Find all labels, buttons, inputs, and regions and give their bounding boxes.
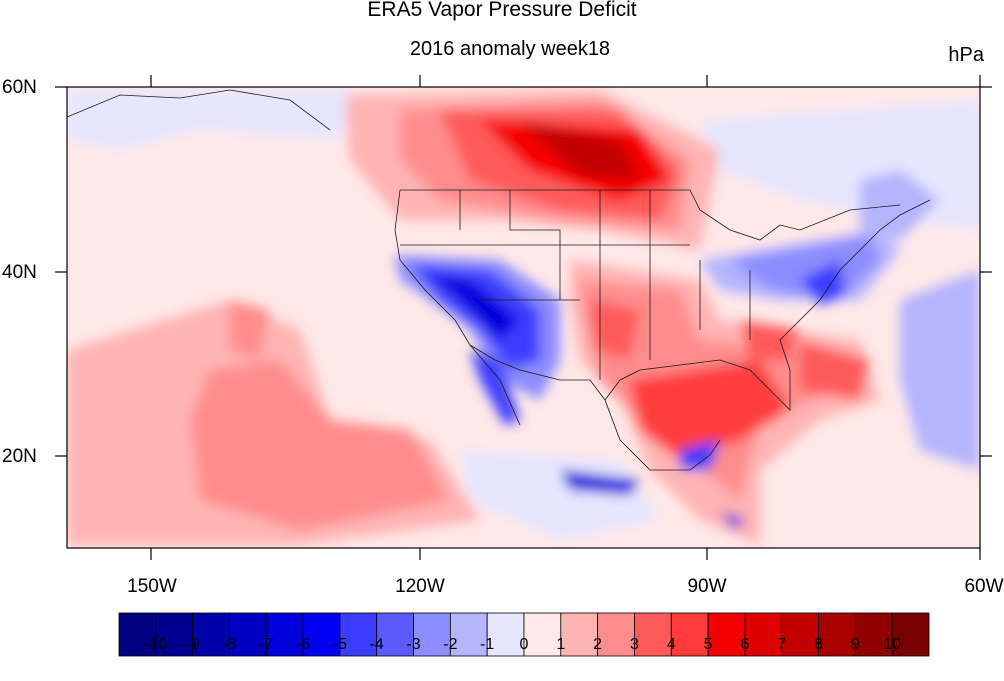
colorbar-tick-label: -10 [144, 636, 168, 653]
colorbar-swatch [818, 612, 856, 657]
colorbar-tick-label: -9 [185, 636, 200, 653]
colorbar-swatch [339, 612, 378, 657]
colorbar-tick-label: -1 [480, 636, 495, 653]
lat-label-40n: 40N [2, 262, 37, 283]
colorbar-swatch [891, 612, 930, 657]
colorbar-tick-label: 5 [703, 636, 713, 653]
colorbar-swatch [523, 612, 562, 657]
colorbar-swatch [634, 612, 672, 657]
colorbar-tick-label: -5 [332, 636, 348, 653]
coastlines [67, 89, 931, 471]
colorbar-swatch [302, 612, 341, 657]
colorbar-swatch [265, 612, 304, 657]
colorbar-swatch [229, 612, 267, 657]
map-title: ERA5 Vapor Pressure Deficit [367, 0, 637, 21]
lon-label-60w: 60W [964, 576, 1004, 597]
colorbar-tick-label: 9 [850, 636, 860, 653]
colorbar-tick-label: -4 [369, 636, 384, 653]
colorbar-swatch [413, 612, 451, 657]
colorbar-tick-label: 8 [814, 636, 823, 653]
colorbar-swatch [449, 612, 488, 657]
colorbar-tick-label: 1 [556, 636, 566, 653]
colorbar-swatch [744, 612, 783, 657]
colorbar-tick-label: -7 [259, 636, 274, 653]
colorbar-tick-label: 3 [630, 636, 639, 653]
colorbar-tick-label: 6 [740, 636, 750, 653]
colorbar-swatch [707, 612, 746, 657]
anomaly-field [67, 87, 980, 548]
axis-ticks [55, 75, 992, 560]
colorbar-swatch [854, 612, 893, 657]
colorbar-swatch [781, 612, 819, 657]
units-label: hPa [948, 44, 984, 66]
map-subtitle: 2016 anomaly week18 [409, 38, 611, 60]
colorbar-tick-label: 2 [593, 636, 603, 653]
lon-label-150w: 150W [127, 576, 177, 597]
colorbar-tick-label: 0 [519, 636, 529, 653]
colorbar-swatch [597, 612, 635, 657]
colorbar-tick-label: -2 [443, 636, 458, 653]
colorbar-tick-label: 7 [777, 636, 787, 653]
map-frame [66, 86, 981, 549]
colorbar-swatch [670, 612, 709, 657]
colorbar-swatch [118, 612, 157, 657]
lon-label-90w: 90W [687, 576, 727, 597]
colorbar-tick-label: -3 [406, 636, 421, 653]
colorbar [118, 612, 930, 657]
lat-label-60n: 60N [2, 77, 37, 98]
colorbar-swatch [192, 612, 230, 657]
colorbar-tick-label: -8 [222, 636, 237, 653]
colorbar-swatch [376, 612, 414, 657]
lon-label-120w: 120W [395, 576, 445, 597]
colorbar-tick-label: -6 [295, 636, 311, 653]
colorbar-swatch [486, 612, 525, 657]
colorbar-tick-label: 10 [883, 636, 902, 653]
colorbar-tick-label: 4 [666, 636, 676, 653]
lat-label-20n: 20N [2, 446, 37, 467]
